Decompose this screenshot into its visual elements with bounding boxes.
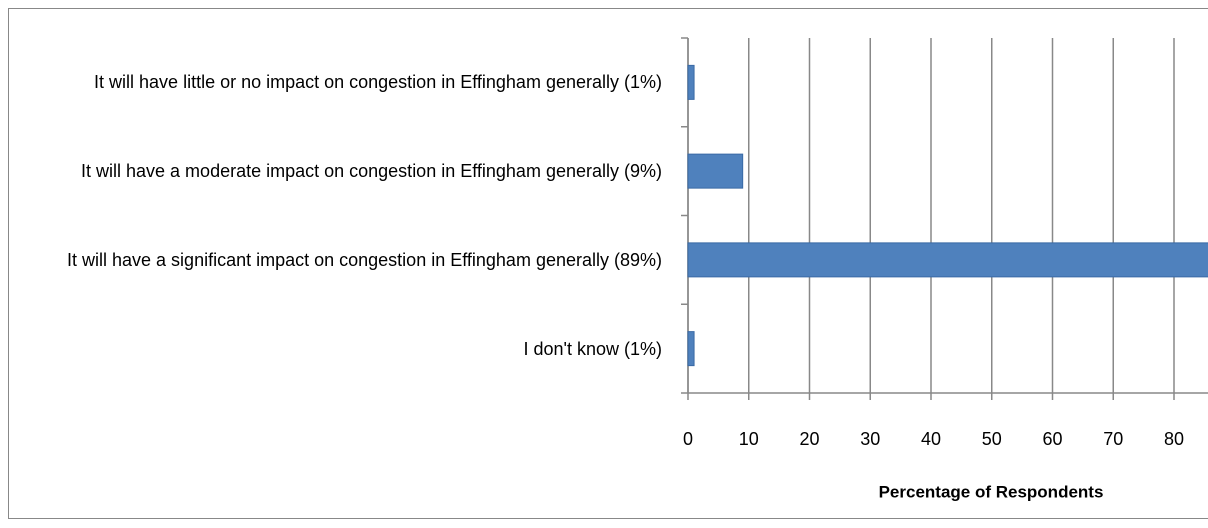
x-axis-label: Percentage of Respondents <box>879 482 1104 501</box>
bar <box>687 153 744 189</box>
category-label-box: It will have little or no impact on cong… <box>94 52 662 112</box>
x-tick-label: 0 <box>683 429 693 449</box>
y-tick-label: It will have little or no impact on cong… <box>94 72 662 93</box>
category-label-box: I don't know (1%) <box>524 319 663 379</box>
x-tick-label: 50 <box>982 429 1002 449</box>
x-tick-label: 30 <box>860 429 880 449</box>
bar <box>687 242 1208 278</box>
category-label-box: It will have a significant impact on con… <box>67 230 662 290</box>
y-tick-label: It will have a significant impact on con… <box>67 249 662 270</box>
bar <box>687 64 695 100</box>
x-tick-label: 20 <box>799 429 819 449</box>
x-tick-label: 40 <box>921 429 941 449</box>
category-label-box: It will have a moderate impact on conges… <box>81 141 662 201</box>
x-tick-label: 10 <box>739 429 759 449</box>
x-tick-label: 60 <box>1042 429 1062 449</box>
bar <box>687 331 695 367</box>
y-tick-label: It will have a moderate impact on conges… <box>81 161 662 182</box>
x-tick-label: 80 <box>1164 429 1184 449</box>
x-tick-label: 70 <box>1103 429 1123 449</box>
chart-border <box>8 8 1208 519</box>
y-tick-label: I don't know (1%) <box>523 338 663 359</box>
